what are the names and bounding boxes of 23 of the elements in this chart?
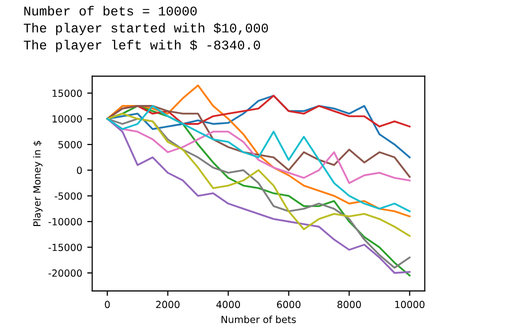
line-series [106,105,411,178]
x-tick-label: 8000 [337,300,361,308]
y-tick-label: 0 [76,166,82,174]
line-series [106,84,411,218]
y-tick-label: -5000 [54,192,82,200]
x-tick-label: 6000 [277,300,300,308]
text: The player left with $ -8340.0 [24,40,260,52]
y-tick-label: 5000 [58,140,82,148]
y-tick-label: -20000 [48,269,82,277]
x-tick-label: 4000 [216,300,240,308]
line-series [106,105,411,212]
y-axis-title: Player Money in $ [33,140,42,226]
y-tick-label: 15000 [52,90,82,97]
x-axis-title: Number of bets [222,316,296,324]
y-tick-label: -15000 [48,244,82,252]
x-tick-label: 2000 [156,300,180,308]
x-tick-label: 0 [104,300,110,308]
text: The player started with $10,000 [24,22,268,36]
line-series [106,112,411,237]
y-tick-label: 10000 [52,115,82,123]
y-tick-label: -10000 [48,218,82,226]
x-tick-label: 10000 [395,300,424,308]
text: Number of bets = 10000 [24,6,197,16]
